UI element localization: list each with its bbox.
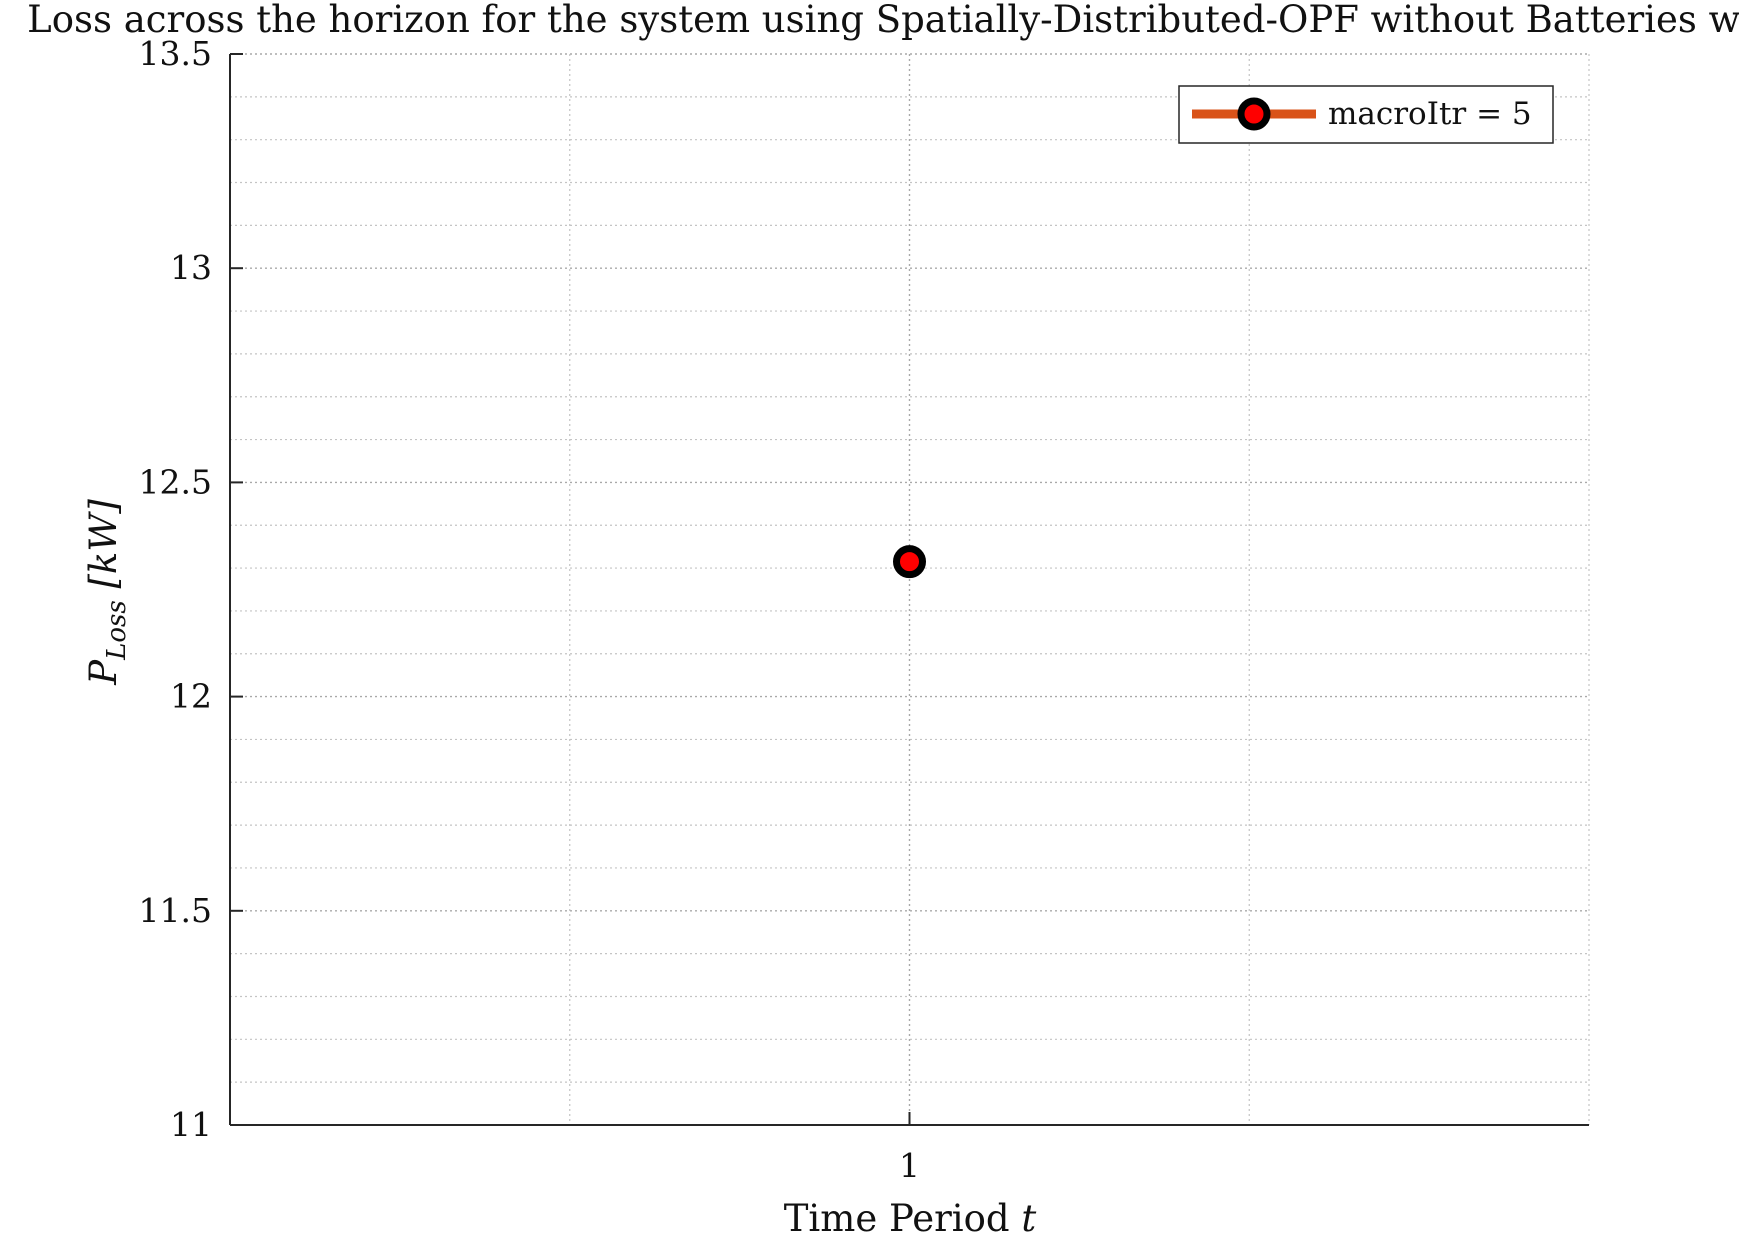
x-axis-label-text: Time Period — [784, 1197, 1010, 1236]
legend-label: macroItr = 5 — [1328, 96, 1532, 132]
y-axis-label: PLoss [kW] — [82, 499, 132, 686]
y-ticks: 11 11.5 12 12.5 13 13.5 — [139, 34, 243, 1144]
chart-title: Loss across the horizon for the system u… — [27, 0, 1739, 41]
data-point — [893, 545, 926, 579]
y-axis-symbol: P — [82, 659, 125, 686]
y-tick-label: 12 — [170, 677, 212, 716]
x-ticks: 1 — [899, 1112, 920, 1185]
x-tick-label: 1 — [899, 1146, 920, 1185]
y-axis-unit: [kW] — [82, 499, 125, 589]
series-layer — [893, 545, 926, 579]
y-tick-label: 13.5 — [139, 34, 212, 73]
legend-marker — [1237, 97, 1271, 131]
y-tick-label: 12.5 — [139, 462, 212, 501]
x-axis-variable: t — [1021, 1197, 1036, 1236]
y-tick-label: 11.5 — [139, 891, 212, 930]
y-axis-subscript: Loss — [102, 600, 132, 661]
major-grid — [230, 53, 1589, 1125]
y-tick-label: 13 — [170, 248, 212, 287]
minor-grid — [230, 54, 1590, 1125]
y-tick-label: 11 — [170, 1105, 212, 1144]
x-axis-label: Time Period t — [784, 1197, 1037, 1236]
legend: macroItr = 5 — [1178, 85, 1554, 144]
